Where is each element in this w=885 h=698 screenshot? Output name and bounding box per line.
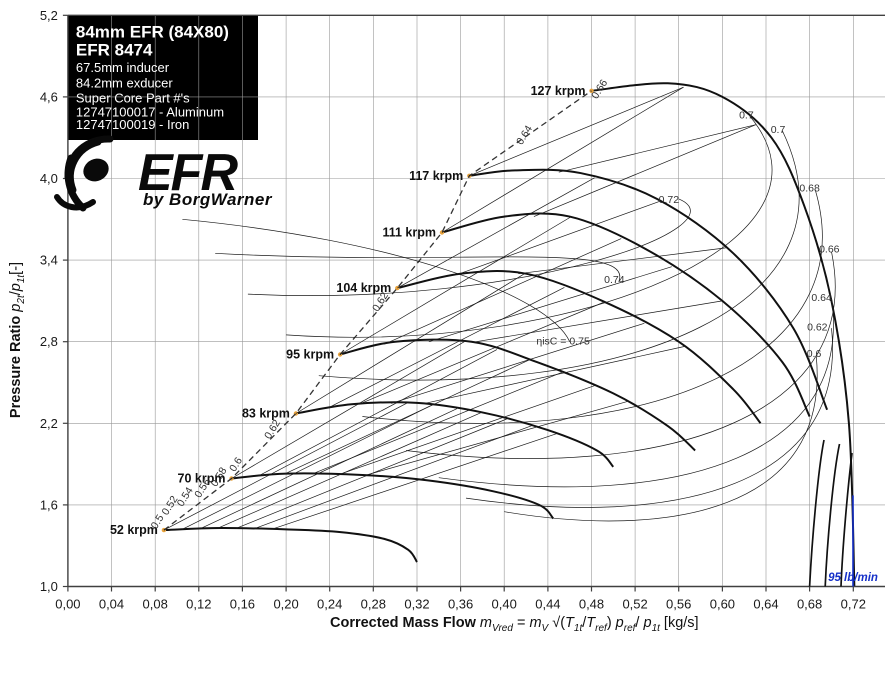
svg-text:0,68: 0,68	[797, 597, 822, 612]
svg-text:0,32: 0,32	[404, 597, 429, 612]
svg-text:4,0: 4,0	[40, 171, 58, 186]
svg-text:0,40: 0,40	[492, 597, 517, 612]
svg-text:ηisC = 0.75: ηisC = 0.75	[536, 336, 590, 348]
svg-text:0.54: 0.54	[175, 485, 196, 509]
svg-text:0,28: 0,28	[361, 597, 386, 612]
svg-text:0.7: 0.7	[771, 124, 786, 136]
svg-text:0,00: 0,00	[55, 597, 80, 612]
svg-text:67.5mm inducer: 67.5mm inducer	[76, 60, 170, 75]
svg-text:0.6: 0.6	[807, 348, 822, 360]
svg-text:0,24: 0,24	[317, 597, 342, 612]
svg-text:Super Core Part #'s: Super Core Part #'s	[76, 91, 190, 106]
svg-text:EFR 8474: EFR 8474	[76, 41, 153, 60]
svg-text:0.64: 0.64	[514, 123, 535, 147]
svg-text:0,16: 0,16	[230, 597, 255, 612]
svg-text:12747100019 - Iron: 12747100019 - Iron	[76, 117, 189, 132]
svg-text:4,6: 4,6	[40, 89, 58, 104]
svg-text:0.64: 0.64	[811, 292, 832, 304]
svg-text:0,12: 0,12	[186, 597, 211, 612]
svg-text:0.72: 0.72	[659, 194, 680, 206]
svg-text:84mm EFR (84X80): 84mm EFR (84X80)	[76, 22, 229, 41]
svg-text:0,08: 0,08	[143, 597, 168, 612]
svg-text:3,4: 3,4	[40, 253, 58, 268]
svg-text:117 krpm: 117 krpm	[409, 169, 463, 183]
svg-text:2,8: 2,8	[40, 334, 58, 349]
svg-text:0,56: 0,56	[666, 597, 691, 612]
svg-text:0,52: 0,52	[622, 597, 647, 612]
svg-text:1,6: 1,6	[40, 497, 58, 512]
svg-text:0.68: 0.68	[799, 183, 820, 195]
svg-text:Pressure Ratio p2t/p1t[-]: Pressure Ratio p2t/p1t[-]	[8, 262, 27, 418]
svg-text:0,20: 0,20	[273, 597, 298, 612]
svg-text:0,64: 0,64	[753, 597, 778, 612]
svg-text:2,2: 2,2	[40, 416, 58, 431]
svg-text:0.74: 0.74	[604, 274, 625, 286]
svg-text:111 krpm: 111 krpm	[382, 226, 436, 240]
svg-text:0,60: 0,60	[710, 597, 735, 612]
svg-text:84.2mm exducer: 84.2mm exducer	[76, 75, 173, 90]
svg-text:0,72: 0,72	[841, 597, 866, 612]
svg-text:0.7: 0.7	[739, 109, 754, 121]
svg-text:83 krpm: 83 krpm	[242, 407, 290, 421]
svg-text:0.62: 0.62	[807, 321, 828, 333]
svg-text:0,44: 0,44	[535, 597, 560, 612]
svg-text:127 krpm: 127 krpm	[531, 84, 586, 98]
svg-text:1,0: 1,0	[40, 579, 58, 594]
svg-text:Corrected Mass Flow mVred = mV: Corrected Mass Flow mVred = mV √(T1t/Tre…	[330, 615, 699, 634]
svg-text:95 krpm: 95 krpm	[286, 348, 334, 362]
svg-text:0,48: 0,48	[579, 597, 604, 612]
svg-text:by BorgWarner: by BorgWarner	[143, 190, 273, 209]
svg-text:95 lb/min: 95 lb/min	[828, 572, 878, 584]
svg-text:0.58: 0.58	[209, 465, 230, 489]
svg-text:0,36: 0,36	[448, 597, 473, 612]
svg-text:0,04: 0,04	[99, 597, 124, 612]
svg-text:5,2: 5,2	[40, 8, 58, 23]
svg-text:0.66: 0.66	[819, 243, 840, 255]
